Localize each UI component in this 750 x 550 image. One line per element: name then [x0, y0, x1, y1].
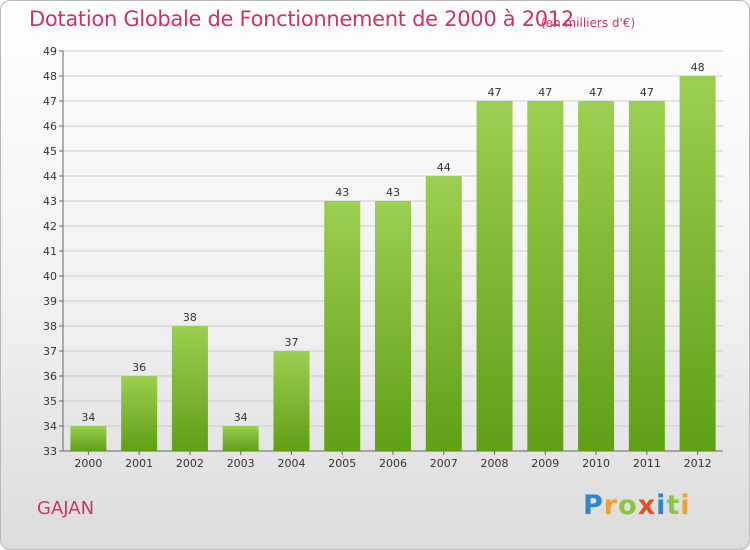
data-label-2005: 43 [335, 186, 349, 199]
y-tick-label: 34 [43, 420, 57, 433]
y-tick-label: 38 [43, 320, 57, 333]
y-tick-label: 35 [43, 395, 57, 408]
x-tick-label: 2008 [481, 457, 509, 470]
x-tick-label: 2005 [328, 457, 356, 470]
y-tick-label: 40 [43, 270, 57, 283]
bar-2000 [70, 426, 107, 451]
data-label-2009: 47 [538, 86, 552, 99]
bar-2001 [121, 376, 158, 451]
chart-title: Dotation Globale de Fonctionnement de 20… [29, 7, 574, 31]
data-label-2007: 44 [437, 161, 451, 174]
y-tick-label: 36 [43, 370, 57, 383]
y-tick-label: 48 [43, 70, 57, 83]
x-tick-label: 2007 [430, 457, 458, 470]
y-tick-label: 47 [43, 95, 57, 108]
bar-2011 [628, 101, 665, 451]
y-tick-label: 43 [43, 195, 57, 208]
chart-unit-note: (en milliers d'€) [541, 16, 636, 30]
x-tick-label: 2006 [379, 457, 407, 470]
data-label-2010: 47 [589, 86, 603, 99]
data-label-2006: 43 [386, 186, 400, 199]
data-label-2001: 36 [132, 361, 146, 374]
x-tick-label: 2011 [633, 457, 661, 470]
y-tick-label: 37 [43, 345, 57, 358]
x-tick-label: 2000 [74, 457, 102, 470]
y-tick-label: 41 [43, 245, 57, 258]
data-label-2000: 34 [81, 411, 95, 424]
y-tick-label: 44 [43, 170, 57, 183]
bar-2003 [222, 426, 259, 451]
data-label-2003: 34 [234, 411, 248, 424]
proxiti-logo[interactable]: Proxiti [583, 490, 691, 521]
x-tick-label: 2004 [277, 457, 305, 470]
x-tick-label: 2003 [227, 457, 255, 470]
y-tick-label: 46 [43, 120, 57, 133]
y-tick-label: 39 [43, 295, 57, 308]
commune-name: GAJAN [37, 498, 95, 519]
bar-2004 [273, 351, 310, 451]
y-tick-label: 45 [43, 145, 57, 158]
bar-2006 [375, 201, 411, 451]
bar-2005 [324, 201, 361, 451]
data-label-2002: 38 [183, 311, 197, 324]
bar-2007 [425, 176, 462, 451]
bar-2008 [476, 101, 513, 451]
data-label-2008: 47 [488, 86, 502, 99]
bar-2010 [578, 101, 615, 451]
bar-2002 [171, 326, 208, 451]
data-labels: 34 36 38 34 37 43 43 44 47 47 47 47 48 [81, 61, 704, 424]
bar-2009 [527, 101, 564, 451]
x-tick-label: 2009 [531, 457, 559, 470]
y-tick-label: 49 [43, 45, 57, 58]
bars [70, 76, 716, 451]
data-label-2011: 47 [640, 86, 654, 99]
data-label-2004: 37 [284, 336, 298, 349]
x-tick-label: 2001 [125, 457, 153, 470]
x-tick-label: 2002 [176, 457, 204, 470]
x-tick-label: 2012 [684, 457, 712, 470]
y-tick-label: 33 [43, 445, 57, 458]
x-tick-label: 2010 [582, 457, 610, 470]
data-label-2012: 48 [691, 61, 705, 74]
bar-2012 [679, 76, 716, 451]
y-tick-label: 42 [43, 220, 57, 233]
